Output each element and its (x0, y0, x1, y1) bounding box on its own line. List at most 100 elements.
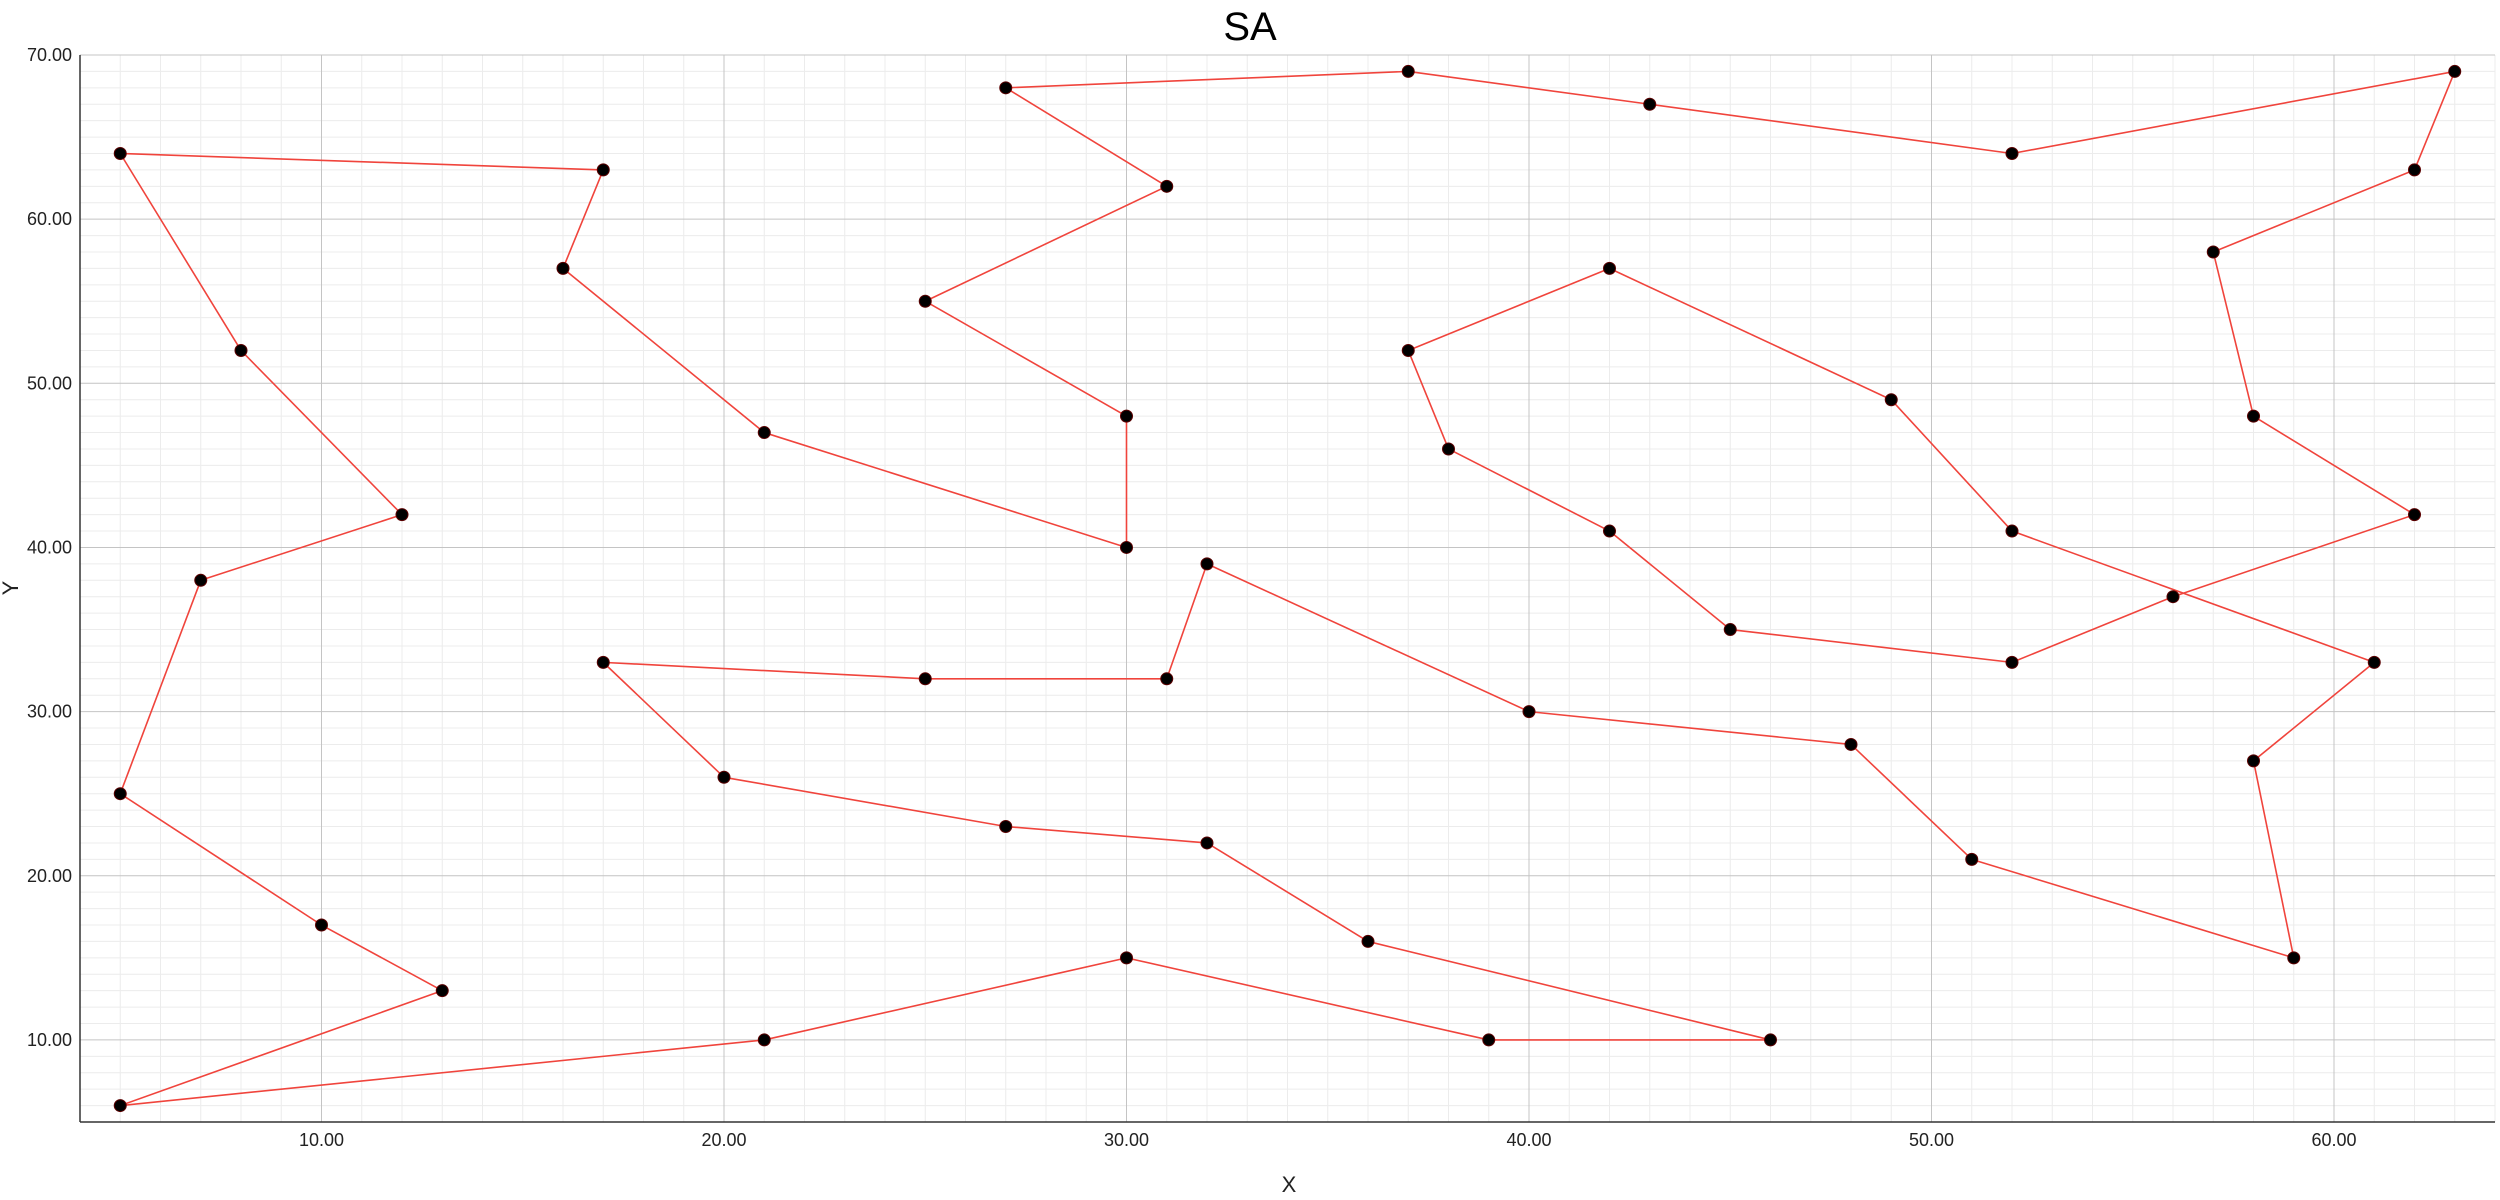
tour-segment (119, 153, 242, 351)
tour-segment (2413, 71, 2456, 171)
data-point (2166, 590, 2180, 604)
y-tick-label: 10.00 (27, 1030, 72, 1050)
tour-segment (321, 924, 443, 992)
data-point (1401, 64, 1415, 78)
x-tick-label: 50.00 (1909, 1130, 1954, 1150)
data-point (113, 787, 127, 801)
y-tick-label: 60.00 (27, 209, 72, 229)
tour-segment (120, 1039, 765, 1107)
tour-segment (723, 776, 1006, 828)
data-point (315, 918, 328, 932)
x-tick-label: 40.00 (1506, 1130, 1551, 1150)
tour-segment (1367, 940, 1771, 1041)
data-point (1764, 1033, 1777, 1047)
tour-segment (1165, 563, 1208, 680)
data-point (2367, 655, 2381, 669)
data-point (757, 426, 771, 440)
tour-segment (603, 661, 926, 680)
tour-segment (2253, 415, 2415, 516)
tour-segment (119, 793, 322, 926)
tour-segment (2252, 661, 2375, 762)
tour-segment (562, 169, 604, 269)
y-axis-label: Y (0, 580, 23, 595)
data-point (757, 1033, 771, 1047)
data-point (596, 655, 610, 669)
data-point (1884, 393, 1898, 407)
data-point (1200, 836, 1214, 850)
data-point (999, 820, 1013, 834)
data-point (556, 261, 570, 275)
data-point (1603, 524, 1616, 538)
data-point (1844, 737, 1858, 751)
tour-segment (562, 267, 765, 434)
y-tick-label: 40.00 (27, 537, 72, 557)
tour-segment (1609, 267, 1892, 401)
data-point (1643, 97, 1657, 111)
data-point (2247, 754, 2260, 768)
tour-segment (1850, 743, 1973, 860)
tour-segment (2212, 169, 2415, 253)
x-tick-label: 30.00 (1104, 1130, 1149, 1150)
data-point (1522, 705, 1536, 719)
data-point (2448, 64, 2462, 78)
tour-segment (1407, 267, 1610, 352)
tour-segment (1126, 957, 1489, 1041)
tour-segment (1206, 563, 1530, 713)
data-point (2247, 409, 2260, 423)
x-tick-labels: 10.00 20.00 30.00 40.00 50.00 60.00 (299, 1130, 2357, 1150)
tour-segment (2212, 251, 2255, 417)
tour-segment (240, 349, 403, 516)
tour-segment (2011, 595, 2174, 664)
tour-segment (2011, 70, 2455, 155)
data-point (1200, 557, 1214, 571)
tour-segment (120, 152, 604, 171)
x-tick-label: 10.00 (299, 1130, 344, 1150)
tour-segment (1608, 530, 1731, 631)
data-point (2287, 951, 2301, 965)
data-point (596, 163, 610, 177)
y-tick-label: 50.00 (27, 373, 72, 393)
tour-segment (1649, 103, 2013, 155)
tour-segment (2011, 530, 2375, 664)
y-tick-label: 20.00 (27, 866, 72, 886)
data-point (1442, 442, 1455, 456)
data-point (2408, 508, 2421, 522)
tour-segment (1971, 858, 2294, 959)
tour-segment (1407, 350, 1450, 450)
major-gridlines (80, 54, 2495, 1122)
data-point (1603, 261, 1616, 275)
data-point (1120, 409, 1133, 423)
data-point (1723, 623, 1737, 637)
data-point (1120, 540, 1133, 554)
tour-segment (1448, 448, 1610, 532)
tour-segment (1005, 87, 1168, 188)
tour-segment (1005, 70, 1409, 89)
tour-segment (119, 989, 443, 1107)
tour-segment (764, 957, 1127, 1041)
data-point (1482, 1033, 1496, 1047)
data-point (1401, 343, 1415, 357)
y-tick-label: 30.00 (27, 702, 72, 722)
tour-segment (2252, 760, 2295, 959)
data-point (2206, 245, 2220, 259)
x-axis-label: X (1282, 1172, 1297, 1197)
tour-segment (602, 661, 725, 778)
tour-segment (2172, 513, 2415, 598)
tour-points (113, 64, 2462, 1113)
tour-segment (764, 431, 1127, 549)
tour-segment (1005, 825, 1208, 844)
tour-lines (119, 70, 2456, 1107)
tour-segment (119, 580, 202, 794)
data-point (1361, 934, 1375, 948)
data-point (717, 770, 731, 784)
data-point (2005, 146, 2019, 160)
axes (79, 55, 2495, 1123)
y-tick-labels: 10.00 20.00 30.00 40.00 50.00 60.00 70.00 (27, 45, 72, 1050)
data-point (234, 343, 248, 357)
data-point (113, 1099, 127, 1113)
data-point (2408, 163, 2421, 177)
data-point (435, 984, 449, 998)
data-point (395, 508, 409, 522)
